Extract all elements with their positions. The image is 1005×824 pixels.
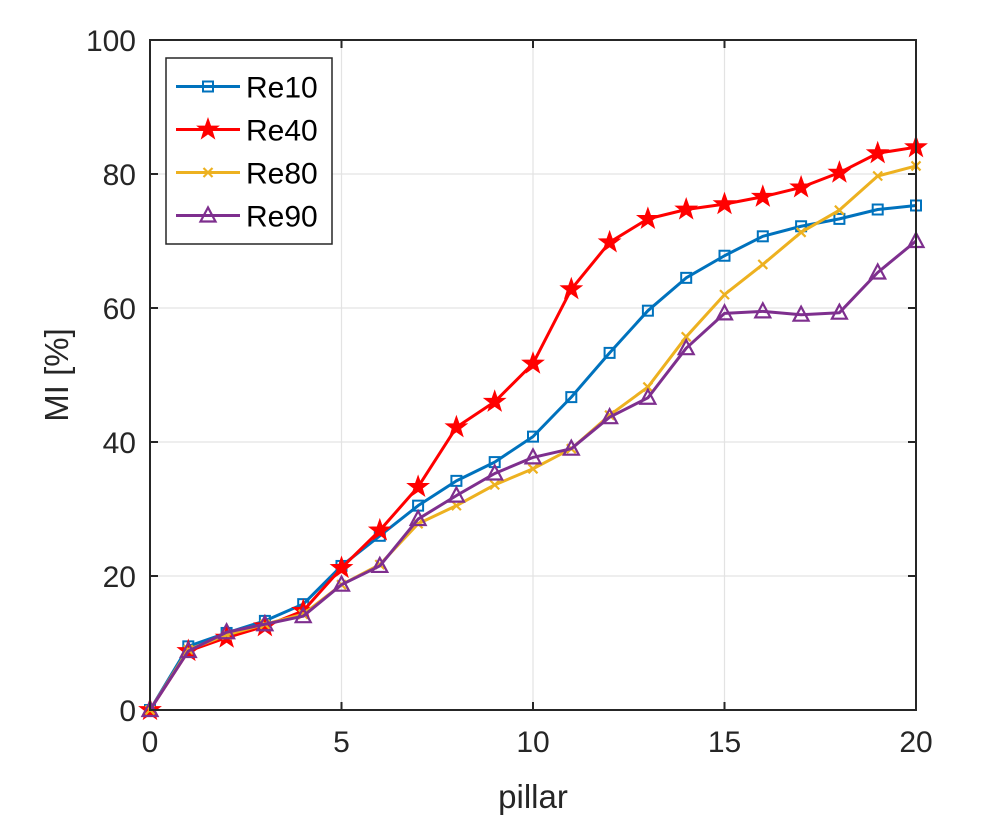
- y-tick-label: 100: [86, 25, 136, 58]
- data-point-re80: [527, 463, 539, 475]
- data-point-re90: [600, 406, 619, 425]
- data-point-re40: [482, 389, 507, 412]
- legend: Re10 Re40 Re80 Re90: [165, 57, 333, 245]
- y-tick-label: 40: [103, 427, 136, 460]
- data-point-re90: [676, 337, 696, 356]
- data-point-re90: [447, 485, 466, 503]
- data-point-re90: [485, 463, 505, 481]
- legend-item-re40: Re40: [176, 115, 318, 148]
- data-point-re10: [718, 249, 731, 262]
- legend-marker-re10: [202, 80, 214, 93]
- legend-label-re10: Re10: [246, 72, 318, 105]
- legend-marker-re90: [198, 205, 218, 223]
- data-point-re40: [444, 414, 469, 438]
- data-point-re90: [868, 262, 888, 280]
- legend-marker-re80: [202, 167, 214, 178]
- ticks: [149, 39, 917, 711]
- legend-item-re90: Re90: [176, 201, 318, 234]
- legend-label-re40: Re40: [246, 115, 318, 148]
- data-point-re90: [753, 301, 773, 319]
- data-point-re90: [791, 304, 811, 322]
- legend-label-re80: Re80: [246, 158, 318, 191]
- data-point-re40: [750, 184, 775, 207]
- data-point-re80: [795, 227, 807, 238]
- data-point-re40: [406, 474, 431, 498]
- data-point-re10: [833, 212, 846, 225]
- legend-label-re90: Re90: [246, 201, 318, 234]
- data-point-re90: [217, 621, 236, 640]
- data-point-re10: [527, 430, 539, 443]
- data-point-re90: [293, 605, 313, 624]
- data-point-re40: [827, 160, 852, 183]
- legend-item-re10: Re10: [176, 72, 318, 105]
- legend-marker-re40: [196, 116, 220, 140]
- data-point-re10: [871, 203, 884, 216]
- x-tick-label: 15: [708, 726, 741, 759]
- data-point-re10: [680, 271, 693, 284]
- data-point-re10: [603, 346, 616, 359]
- series-line-re10: [148, 203, 917, 711]
- data-point-re80: [719, 289, 730, 300]
- x-tick-label: 10: [516, 726, 549, 759]
- x-axis-label: pillar: [498, 778, 568, 815]
- data-point-re80: [834, 204, 845, 216]
- grid: [150, 40, 916, 710]
- data-point-re80: [489, 479, 500, 491]
- data-point-re90: [830, 302, 849, 320]
- data-point-re80: [642, 381, 654, 393]
- legend-item-re80: Re80: [176, 158, 318, 191]
- data-point-re40: [712, 191, 737, 215]
- data-point-re80: [757, 259, 769, 270]
- data-point-re40: [789, 174, 814, 198]
- x-tick-label: 5: [333, 726, 350, 759]
- data-point-re90: [370, 555, 390, 574]
- series-re90: [140, 230, 926, 718]
- data-point-re40: [865, 140, 890, 164]
- data-point-re90: [408, 508, 428, 527]
- data-point-re90: [332, 574, 351, 592]
- data-point-re10: [565, 391, 578, 404]
- data-point-re40: [597, 229, 622, 253]
- data-point-re90: [178, 640, 198, 659]
- data-point-re90: [561, 438, 581, 456]
- data-point-re40: [521, 351, 545, 374]
- data-point-re90: [523, 447, 543, 465]
- y-tick-label: 80: [103, 159, 136, 192]
- data-point-re40: [329, 555, 354, 579]
- y-tick-label: 60: [103, 293, 136, 326]
- series-group: [138, 134, 928, 721]
- data-point-re10: [756, 230, 769, 243]
- data-point-re40: [635, 206, 660, 230]
- y-axis-label: MI [%]: [38, 328, 75, 422]
- x-tick-label: 0: [142, 726, 159, 759]
- data-point-re90: [255, 613, 275, 632]
- data-point-re90: [715, 303, 734, 321]
- series-line-re90: [148, 239, 917, 711]
- data-point-re90: [638, 387, 658, 405]
- data-point-re80: [680, 331, 692, 343]
- data-point-re80: [872, 170, 883, 182]
- data-point-re10: [641, 304, 654, 317]
- y-tick-label: 0: [119, 695, 136, 728]
- y-tick-label: 20: [103, 561, 136, 594]
- tick-labels: 0 5 10 15 20 0 20 40 60 80 100: [86, 25, 933, 759]
- data-point-re40: [367, 517, 392, 541]
- data-point-re40: [674, 196, 699, 220]
- data-point-re40: [559, 276, 584, 300]
- x-tick-label: 20: [899, 726, 932, 759]
- legend-box: [165, 57, 333, 245]
